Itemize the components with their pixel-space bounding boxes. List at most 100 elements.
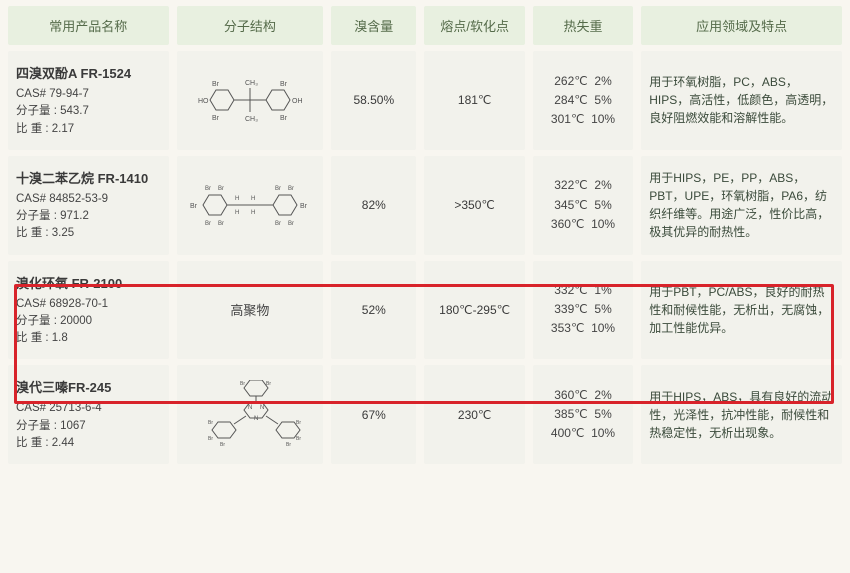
- tga-line: 322℃ 2%: [541, 176, 625, 195]
- svg-text:Br: Br: [280, 81, 288, 88]
- svg-text:N: N: [254, 416, 258, 422]
- product-mw: 分子量 : 543.7: [16, 103, 161, 120]
- tga-line: 332℃ 1%: [541, 281, 625, 300]
- cell-br-content: 67%: [331, 365, 416, 464]
- table-row: 溴代三嗪FR-245 CAS# 25713-6-4分子量 : 1067比 重 : …: [8, 365, 842, 464]
- cell-structure: BrBrBrBrBrBrBrBrBrBrHHHH: [177, 156, 324, 255]
- svg-text:Br: Br: [212, 115, 220, 122]
- svg-text:H: H: [251, 210, 255, 216]
- product-sg: 比 重 : 2.44: [16, 435, 161, 452]
- col-header-tga: 热失重: [533, 6, 633, 45]
- cell-structure: NNNBrBrBrBrBrBrBrBrBr: [177, 365, 324, 464]
- col-header-name: 常用产品名称: [8, 6, 169, 45]
- table-row: 四溴双酚A FR-1524 CAS# 79-94-7分子量 : 543.7比 重 …: [8, 51, 842, 150]
- svg-text:CH₃: CH₃: [245, 116, 258, 123]
- product-cas: CAS# 68928-70-1: [16, 296, 161, 313]
- svg-text:Br: Br: [296, 420, 301, 426]
- tga-line: 301℃ 10%: [541, 110, 625, 129]
- table-row: 十溴二苯乙烷 FR-1410CAS# 84852-53-9分子量 : 971.2…: [8, 156, 842, 255]
- svg-text:CH₃: CH₃: [245, 80, 258, 87]
- col-header-melt: 熔点/软化点: [424, 6, 524, 45]
- svg-text:Br: Br: [218, 186, 224, 192]
- svg-text:Br: Br: [275, 186, 281, 192]
- product-title: 溴化环氧 FR-2100: [16, 273, 161, 292]
- cell-br-content: 58.50%: [331, 51, 416, 150]
- cell-tga: 360℃ 2%385℃ 5%400℃ 10%: [533, 365, 633, 464]
- cell-product-name: 溴代三嗪FR-245 CAS# 25713-6-4分子量 : 1067比 重 : …: [8, 365, 169, 464]
- col-header-app: 应用领域及特点: [641, 6, 842, 45]
- tga-line: 284℃ 5%: [541, 91, 625, 110]
- cell-product-name: 四溴双酚A FR-1524 CAS# 79-94-7分子量 : 543.7比 重 …: [8, 51, 169, 150]
- svg-text:Br: Br: [212, 81, 220, 88]
- product-mw: 分子量 : 971.2: [16, 208, 161, 225]
- product-mw: 分子量 : 1067: [16, 418, 161, 435]
- products-table: 常用产品名称 分子结构 溴含量 熔点/软化点 热失重 应用领域及特点 四溴双酚A…: [0, 0, 850, 470]
- svg-text:N: N: [260, 405, 264, 411]
- cell-melting: 180℃-295℃: [424, 261, 524, 360]
- cell-structure: 高聚物: [177, 261, 324, 360]
- cell-application: 用于环氧树脂，PC，ABS，HIPS，高活性，低颜色，高透明，良好阻燃效能和溶解…: [641, 51, 842, 150]
- svg-text:Br: Br: [286, 442, 291, 448]
- svg-text:HO: HO: [198, 98, 209, 105]
- svg-text:Br: Br: [208, 436, 213, 442]
- application-text: 用于HIPS，ABS，具有良好的流动性，光泽性，抗冲性能，耐候性和热稳定性，无析…: [649, 388, 834, 442]
- tga-line: 353℃ 10%: [541, 319, 625, 338]
- tga-line: 339℃ 5%: [541, 300, 625, 319]
- product-cas: CAS# 79-94-7: [16, 86, 161, 103]
- cell-melting: >350℃: [424, 156, 524, 255]
- col-header-br: 溴含量: [331, 6, 416, 45]
- svg-text:Br: Br: [220, 442, 225, 448]
- product-title: 四溴双酚A FR-1524: [16, 63, 161, 82]
- cell-application: 用于HIPS，ABS，具有良好的流动性，光泽性，抗冲性能，耐候性和热稳定性，无析…: [641, 365, 842, 464]
- svg-text:H: H: [251, 196, 255, 202]
- tga-line: 345℃ 5%: [541, 196, 625, 215]
- svg-text:OH: OH: [292, 98, 303, 105]
- svg-text:Br: Br: [266, 381, 271, 387]
- structure-text: 高聚物: [230, 303, 269, 318]
- table-row: 溴化环氧 FR-2100 CAS# 68928-70-1分子量 : 20000比 …: [8, 261, 842, 360]
- svg-text:Br: Br: [205, 221, 211, 227]
- cell-product-name: 溴化环氧 FR-2100 CAS# 68928-70-1分子量 : 20000比 …: [8, 261, 169, 360]
- tga-line: 400℃ 10%: [541, 424, 625, 443]
- product-title: 溴代三嗪FR-245: [16, 377, 161, 396]
- cell-tga: 322℃ 2%345℃ 5%360℃ 10%: [533, 156, 633, 255]
- application-text: 用于PBT，PC/ABS，良好的耐热性和耐候性能，无析出，无腐蚀，加工性能优异。: [649, 283, 834, 337]
- svg-text:Br: Br: [218, 221, 224, 227]
- svg-text:Br: Br: [275, 221, 281, 227]
- svg-text:Br: Br: [240, 381, 245, 387]
- application-text: 用于环氧树脂，PC，ABS，HIPS，高活性，低颜色，高透明，良好阻燃效能和溶解…: [649, 73, 834, 127]
- svg-text:Br: Br: [296, 436, 301, 442]
- product-cas: CAS# 84852-53-9: [16, 191, 161, 208]
- product-sg: 比 重 : 1.8: [16, 330, 161, 347]
- cell-application: 用于PBT，PC/ABS，良好的耐热性和耐候性能，无析出，无腐蚀，加工性能优异。: [641, 261, 842, 360]
- tga-line: 385℃ 5%: [541, 405, 625, 424]
- svg-text:Br: Br: [300, 203, 308, 210]
- product-sg: 比 重 : 2.17: [16, 121, 161, 138]
- tga-line: 262℃ 2%: [541, 72, 625, 91]
- svg-text:Br: Br: [208, 420, 213, 426]
- product-sg: 比 重 : 3.25: [16, 225, 161, 242]
- cell-melting: 230℃: [424, 365, 524, 464]
- application-text: 用于HIPS，PE，PP，ABS，PBT，UPE，环氧树脂，PA6，纺织纤维等。…: [649, 169, 834, 241]
- svg-text:N: N: [248, 405, 252, 411]
- svg-text:H: H: [235, 196, 239, 202]
- cell-tga: 332℃ 1%339℃ 5%353℃ 10%: [533, 261, 633, 360]
- cell-melting: 181℃: [424, 51, 524, 150]
- svg-text:H: H: [235, 210, 239, 216]
- product-mw: 分子量 : 20000: [16, 313, 161, 330]
- cell-product-name: 十溴二苯乙烷 FR-1410CAS# 84852-53-9分子量 : 971.2…: [8, 156, 169, 255]
- header-row: 常用产品名称 分子结构 溴含量 熔点/软化点 热失重 应用领域及特点: [8, 6, 842, 45]
- tga-line: 360℃ 2%: [541, 386, 625, 405]
- cell-tga: 262℃ 2%284℃ 5%301℃ 10%: [533, 51, 633, 150]
- cell-br-content: 82%: [331, 156, 416, 255]
- col-header-structure: 分子结构: [177, 6, 324, 45]
- tga-line: 360℃ 10%: [541, 215, 625, 234]
- product-cas: CAS# 25713-6-4: [16, 400, 161, 417]
- svg-text:Br: Br: [288, 221, 294, 227]
- cell-br-content: 52%: [331, 261, 416, 360]
- svg-text:Br: Br: [190, 203, 198, 210]
- svg-text:Br: Br: [280, 115, 288, 122]
- table-container: 常用产品名称 分子结构 溴含量 熔点/软化点 热失重 应用领域及特点 四溴双酚A…: [0, 0, 850, 470]
- svg-text:Br: Br: [288, 186, 294, 192]
- cell-application: 用于HIPS，PE，PP，ABS，PBT，UPE，环氧树脂，PA6，纺织纤维等。…: [641, 156, 842, 255]
